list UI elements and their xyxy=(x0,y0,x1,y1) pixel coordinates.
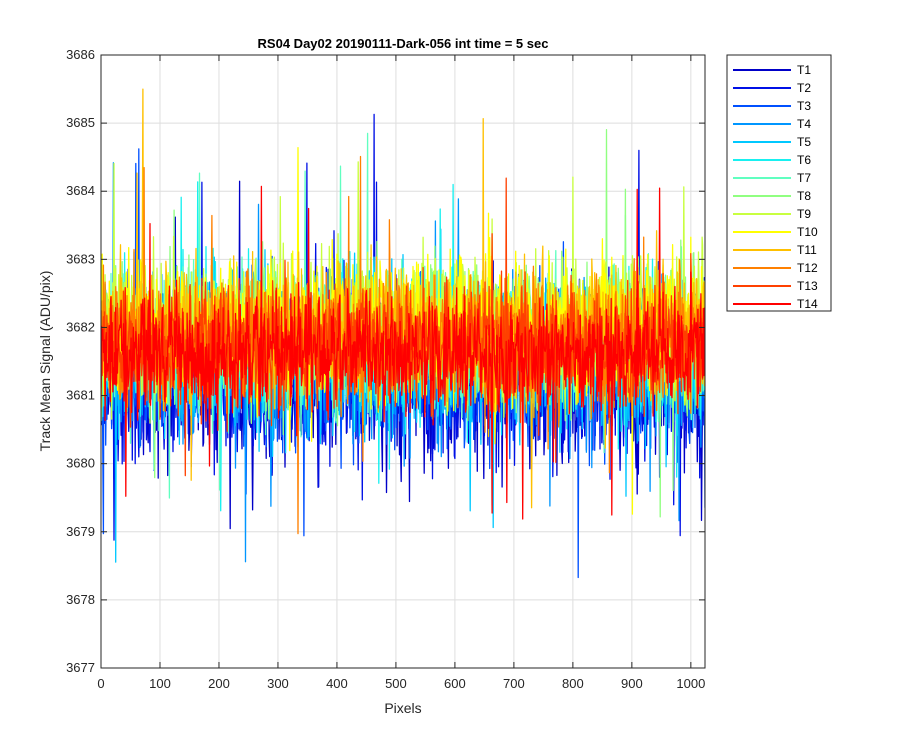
y-tick-label: 3683 xyxy=(66,251,95,266)
x-tick-label: 100 xyxy=(149,676,171,691)
y-tick-label: 3682 xyxy=(66,319,95,334)
plot-frame xyxy=(100,54,706,669)
y-tick-label: 3677 xyxy=(66,660,95,675)
x-tick-label: 600 xyxy=(444,676,466,691)
x-tick-label: 400 xyxy=(326,676,348,691)
legend-label: T3 xyxy=(797,99,811,113)
y-tick-label: 3681 xyxy=(66,388,95,403)
legend-label: T14 xyxy=(797,297,818,311)
legend-label: T11 xyxy=(797,243,817,257)
legend-label: T8 xyxy=(797,189,811,203)
legend-label: T6 xyxy=(797,153,811,167)
x-tick-label: 1000 xyxy=(676,676,705,691)
y-tick-label: 3684 xyxy=(66,183,95,198)
y-tick-label: 3686 xyxy=(66,47,95,62)
legend-label: T12 xyxy=(797,261,818,275)
legend-label: T10 xyxy=(797,225,818,239)
y-tick-label: 3678 xyxy=(66,592,95,607)
legend-label: T4 xyxy=(797,117,811,131)
legend: T1 T2 T3 T4 T5 T6 T7 T8 T9 T10 T11 T12 T13 T14 xyxy=(726,54,832,312)
series-layer xyxy=(101,88,705,579)
x-tick-label: 900 xyxy=(621,676,643,691)
legend-label: T1 xyxy=(797,63,811,77)
legend-label: T9 xyxy=(797,207,811,221)
x-tick-label: 300 xyxy=(267,676,289,691)
legend-label: T13 xyxy=(797,279,818,293)
x-tick-label: 700 xyxy=(503,676,525,691)
legend-label: T5 xyxy=(797,135,811,149)
series-line-t14 xyxy=(101,185,705,520)
legend-label: T7 xyxy=(797,171,811,185)
y-tick-label: 3680 xyxy=(66,456,95,471)
x-axis-label: Pixels xyxy=(384,700,421,716)
legend-label: T2 xyxy=(797,81,811,95)
y-axis-label: Track Mean Signal (ADU/pix) xyxy=(37,271,53,452)
x-tick-label: 800 xyxy=(562,676,584,691)
y-tick-label: 3685 xyxy=(66,115,95,130)
x-tick-label: 0 xyxy=(97,676,104,691)
y-tick-label: 3679 xyxy=(66,524,95,539)
chart-title: RS04 Day02 20190111-Dark-056 int time = … xyxy=(258,36,549,51)
x-tick-label: 500 xyxy=(385,676,407,691)
axis-ticks: 0 100 200 300 400 500 600 700 800 900 1000 3677 3678… xyxy=(66,47,705,691)
x-tick-label: 200 xyxy=(208,676,230,691)
